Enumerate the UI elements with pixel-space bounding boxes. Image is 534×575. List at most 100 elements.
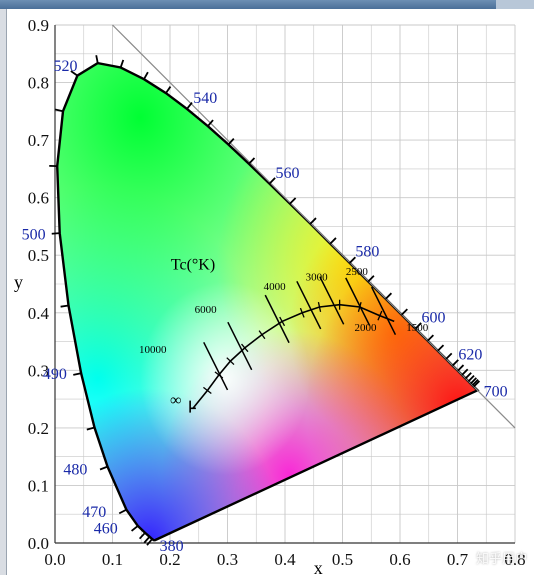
wavelength-tick: [473, 380, 481, 388]
wavelength-tick: [427, 334, 434, 342]
wavelength-label: 700: [484, 383, 508, 400]
wavelength-tick: [329, 237, 337, 245]
y-tick-label: 0.6: [28, 189, 49, 208]
temperature-label: 1500: [406, 322, 429, 334]
wavelength-tick: [414, 322, 422, 330]
temperature-label: ∞: [170, 392, 181, 409]
x-tick-label: 0.6: [389, 550, 410, 569]
wavelength-tick: [401, 308, 408, 316]
wavelength-tick: [99, 465, 108, 471]
y-tick-label: 0.7: [28, 131, 50, 150]
planck-minor-tick: [317, 301, 322, 313]
wavelength-tick: [457, 364, 465, 372]
window-left-border: [0, 9, 7, 575]
planck-minor-tick: [377, 310, 383, 321]
wavelength-tick: [248, 157, 256, 165]
wavelength-label: 520: [54, 58, 78, 75]
x-tick-label: 0.3: [217, 550, 238, 569]
wavelength-tick: [349, 256, 356, 264]
wavelength-tick: [165, 86, 172, 94]
wavelength-tick: [470, 377, 477, 385]
wavelength-label: 580: [355, 244, 379, 261]
y-tick-label: 0.5: [28, 246, 49, 265]
wavelength-tick: [471, 379, 479, 386]
wavelength-label: 470: [82, 504, 106, 521]
wavelength-label: 620: [458, 347, 482, 364]
y-tick-label: 0.2: [28, 419, 49, 438]
wavelength-label: 500: [22, 226, 46, 243]
wavelength-tick: [445, 352, 453, 360]
x-axis-label: x: [314, 558, 323, 575]
wavelength-label: 600: [422, 309, 446, 326]
wavelength-tick: [70, 70, 78, 77]
wavelength-tick: [143, 71, 149, 80]
wavelength-tick: [467, 375, 475, 382]
planck-minor-tick: [226, 357, 235, 366]
watermark: 知乎用户: [475, 552, 528, 567]
wavelength-tick: [385, 292, 393, 300]
temperature-label: 6000: [195, 304, 218, 316]
wavelength-tick: [143, 536, 151, 544]
isotemperature-line: [203, 341, 229, 391]
wavelength-label: 560: [275, 165, 299, 182]
y-tick-label: 0.4: [28, 304, 50, 323]
x-tick-label: 0.8: [504, 550, 525, 569]
planck-minor-tick: [279, 316, 286, 327]
wavelength-tick: [51, 232, 60, 235]
isotemperature-line: [319, 276, 345, 325]
wavelength-tick: [461, 368, 469, 376]
y-axis-label: y: [14, 272, 23, 292]
isotemperature-line: [370, 286, 397, 336]
wavelength-tick: [73, 372, 82, 376]
wavelength-tick: [227, 138, 235, 146]
isotemperature-line: [345, 277, 371, 326]
wavelength-tick: [54, 108, 64, 113]
reference-diagonal-line: [112, 24, 516, 429]
x-tick-label: 0.4: [274, 550, 296, 569]
planckian-locus-title: Tc(°K): [171, 257, 215, 274]
isotemperature-line: [227, 321, 253, 371]
planck-minor-tick: [258, 330, 266, 340]
y-tick-label: 0.0: [28, 534, 49, 553]
planck-minor-tick: [241, 343, 249, 353]
wavelength-tick: [146, 538, 153, 546]
temperature-label: 3000: [306, 272, 329, 284]
y-tick-label: 0.1: [28, 476, 49, 495]
wavelength-label: 490: [43, 366, 67, 383]
x-tick-label: 0.0: [44, 550, 65, 569]
temperature-label: 4000: [264, 281, 287, 293]
temperature-label: 10000: [139, 344, 167, 356]
wavelength-tick: [131, 525, 139, 532]
wavelength-tick: [60, 304, 69, 308]
wavelength-label: 460: [94, 521, 118, 538]
planck-minor-tick: [203, 386, 212, 395]
wavelength-tick: [186, 102, 193, 110]
y-tick-label: 0.3: [28, 361, 49, 380]
x-tick-label: 0.2: [159, 550, 180, 569]
wavelength-tick: [268, 177, 276, 185]
wavelength-label: 540: [193, 90, 217, 107]
y-tick-label: 0.9: [28, 16, 49, 35]
isotemperature-line: [264, 294, 290, 344]
title-bar-edge: [496, 0, 534, 9]
window-title-bar: [0, 0, 534, 9]
wavelength-tick: [95, 55, 99, 64]
planckian-locus: [189, 276, 397, 413]
x-tick-label: 0.7: [447, 550, 469, 569]
axes: 0.0 0.1 0.2 0.3 0.4 0.5 0.6 0.7 0.8 0.0 0.1 0.2 0.3 0…: [28, 16, 526, 569]
isotemperature-line: [296, 280, 322, 330]
x-tick-label: 0.1: [102, 550, 123, 569]
wavelength-tick: [437, 344, 445, 352]
wavelength-tick: [86, 426, 95, 431]
temperature-labels: 10000 6000 4000 3000 2500 2000 1500 ∞: [139, 266, 429, 409]
wavelength-tick: [451, 359, 459, 367]
wavelength-tick: [367, 275, 375, 283]
wavelength-ticks: [49, 55, 481, 546]
wavelength-tick: [118, 508, 127, 515]
x-tick-label: 0.5: [332, 550, 353, 569]
wavelength-label: 480: [63, 461, 87, 478]
y-tick-label: 0.8: [28, 74, 49, 93]
temperature-label: 2500: [346, 266, 369, 278]
